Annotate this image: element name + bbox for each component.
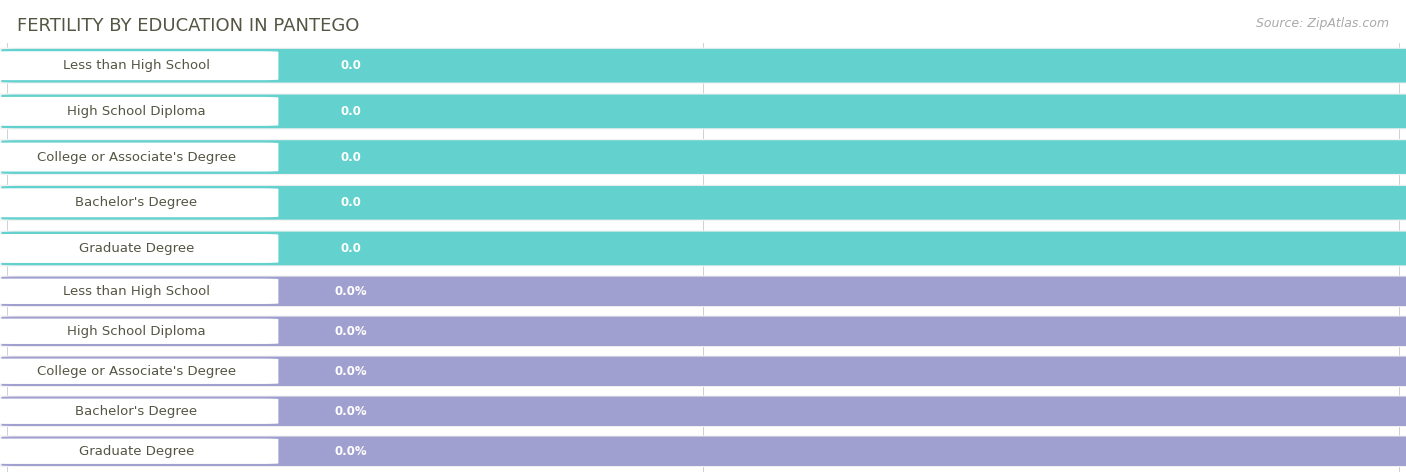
FancyBboxPatch shape <box>0 230 1406 267</box>
FancyBboxPatch shape <box>0 51 278 80</box>
FancyBboxPatch shape <box>0 356 1406 387</box>
FancyBboxPatch shape <box>0 185 1406 221</box>
FancyBboxPatch shape <box>0 97 278 126</box>
FancyBboxPatch shape <box>0 436 1406 467</box>
FancyBboxPatch shape <box>0 143 278 171</box>
Text: Bachelor's Degree: Bachelor's Degree <box>76 405 197 418</box>
FancyBboxPatch shape <box>0 358 278 384</box>
FancyBboxPatch shape <box>1 436 1406 466</box>
FancyBboxPatch shape <box>0 48 1406 84</box>
FancyBboxPatch shape <box>1 397 1406 426</box>
FancyBboxPatch shape <box>0 278 278 304</box>
Text: FERTILITY BY EDUCATION IN PANTEGO: FERTILITY BY EDUCATION IN PANTEGO <box>17 17 360 35</box>
FancyBboxPatch shape <box>1 277 1406 306</box>
Text: 0.0: 0.0 <box>0 278 17 291</box>
FancyBboxPatch shape <box>0 318 278 344</box>
Text: 0.0%: 0.0% <box>335 325 367 338</box>
Text: College or Associate's Degree: College or Associate's Degree <box>37 150 236 164</box>
FancyBboxPatch shape <box>0 139 1406 175</box>
Text: Source: ZipAtlas.com: Source: ZipAtlas.com <box>1256 17 1389 30</box>
Text: 0.0%: 0.0% <box>335 445 367 458</box>
Text: 0.0: 0.0 <box>340 242 361 255</box>
Text: Graduate Degree: Graduate Degree <box>79 445 194 458</box>
FancyBboxPatch shape <box>0 93 1406 129</box>
FancyBboxPatch shape <box>0 438 278 464</box>
FancyBboxPatch shape <box>1 140 1406 174</box>
FancyBboxPatch shape <box>0 316 1406 347</box>
FancyBboxPatch shape <box>0 276 1406 307</box>
FancyBboxPatch shape <box>1 186 1406 219</box>
FancyBboxPatch shape <box>0 188 278 217</box>
Text: High School Diploma: High School Diploma <box>67 325 205 338</box>
Text: Less than High School: Less than High School <box>63 285 209 298</box>
Text: 0.0%: 0.0% <box>335 405 367 418</box>
FancyBboxPatch shape <box>0 396 1406 427</box>
FancyBboxPatch shape <box>1 49 1406 82</box>
Text: 0.0: 0.0 <box>1389 278 1406 291</box>
Text: 0.0: 0.0 <box>340 105 361 118</box>
Text: College or Associate's Degree: College or Associate's Degree <box>37 365 236 378</box>
Text: 0.0: 0.0 <box>340 59 361 72</box>
FancyBboxPatch shape <box>1 232 1406 265</box>
FancyBboxPatch shape <box>1 95 1406 128</box>
Text: Graduate Degree: Graduate Degree <box>79 242 194 255</box>
FancyBboxPatch shape <box>0 398 278 424</box>
Text: 0.0: 0.0 <box>340 196 361 209</box>
Text: 0.0: 0.0 <box>340 150 361 164</box>
FancyBboxPatch shape <box>0 234 278 263</box>
Text: High School Diploma: High School Diploma <box>67 105 205 118</box>
Text: 0.0%: 0.0% <box>335 365 367 378</box>
Text: 0.0: 0.0 <box>693 278 713 291</box>
Text: 0.0%: 0.0% <box>335 285 367 298</box>
FancyBboxPatch shape <box>1 357 1406 386</box>
Text: Bachelor's Degree: Bachelor's Degree <box>76 196 197 209</box>
FancyBboxPatch shape <box>1 317 1406 346</box>
Text: Less than High School: Less than High School <box>63 59 209 72</box>
